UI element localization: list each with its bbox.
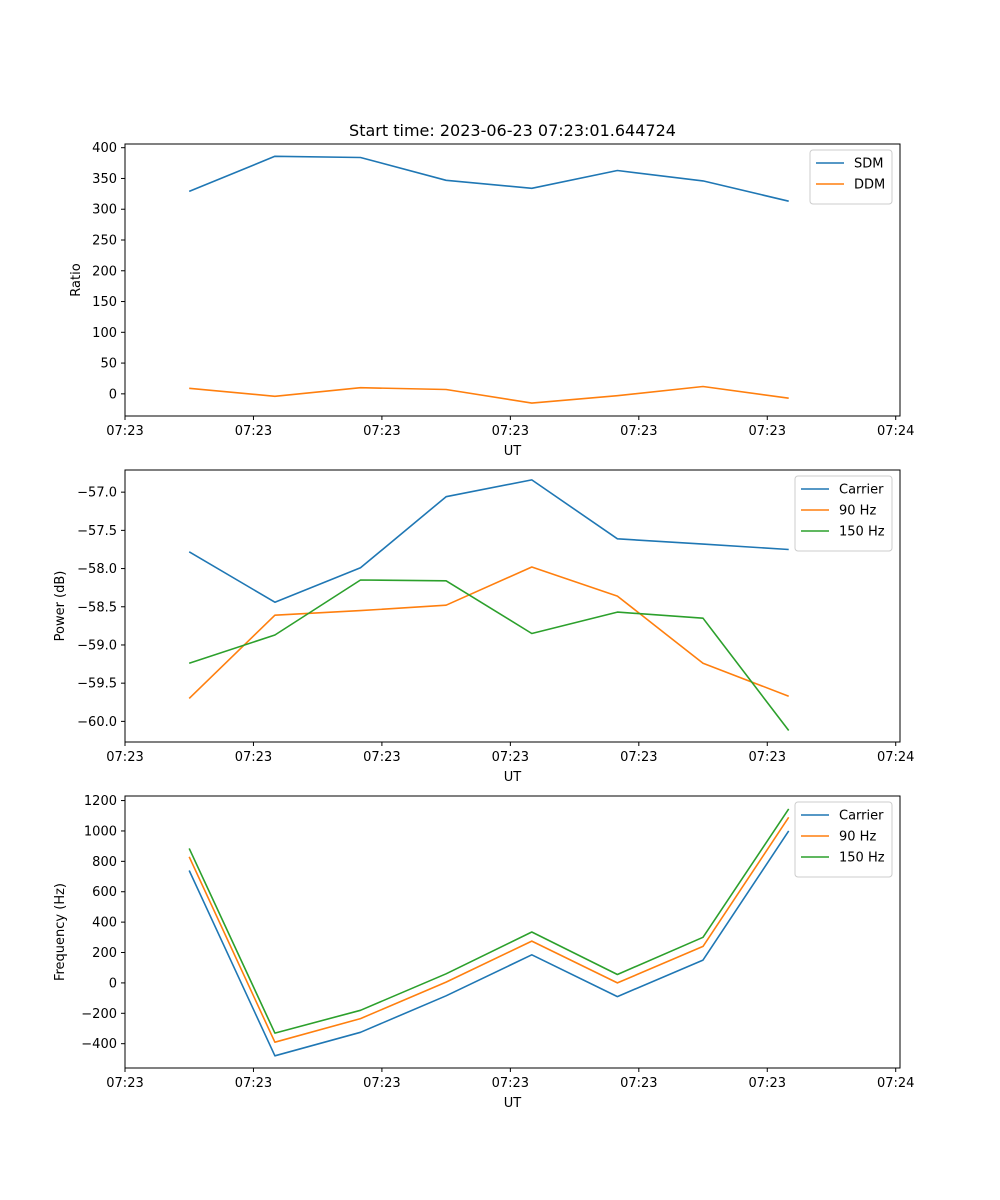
legend-entry: 150 Hz — [839, 851, 885, 866]
x-tick-label: 07:23 — [620, 1076, 657, 1091]
x-tick-label: 07:23 — [363, 1076, 400, 1091]
y-tick-label: −58.0 — [77, 562, 117, 577]
carrier-series-line — [188, 479, 789, 604]
90-hz-series-line — [188, 566, 789, 699]
x-tick-label: 07:24 — [877, 424, 914, 439]
y-tick-label: 200 — [92, 264, 117, 279]
y-axis-label: Frequency (Hz) — [53, 883, 68, 981]
legend-box — [794, 801, 893, 878]
x-tick-label: 07:23 — [492, 424, 529, 439]
y-tick-label: 200 — [92, 946, 117, 961]
y-tick-label: 300 — [92, 203, 117, 218]
legend-entry: 150 Hz — [839, 525, 885, 540]
x-tick-label: 07:23 — [749, 1076, 786, 1091]
legend-entry: Carrier — [839, 483, 884, 498]
x-tick-label: 07:23 — [749, 424, 786, 439]
y-axis-label: Ratio — [69, 263, 84, 296]
x-tick-label: 07:23 — [492, 1076, 529, 1091]
y-tick-label: 0 — [109, 387, 117, 402]
y-tick-label: 800 — [92, 855, 117, 870]
legend-entry: SDM — [854, 157, 883, 172]
x-tick-label: 07:23 — [363, 424, 400, 439]
x-tick-label: 07:23 — [620, 424, 657, 439]
legend: SDM DDM — [809, 149, 893, 205]
y-tick-label: −200 — [81, 1007, 117, 1022]
figure-title: Start time: 2023-06-23 07:23:01.644724 — [349, 121, 676, 140]
y-tick-label: 250 — [92, 234, 117, 249]
carrier-series-line — [188, 830, 790, 1057]
y-tick-label: 350 — [92, 172, 117, 187]
y-tick-label: 0 — [109, 976, 117, 991]
y-tick-label: 1200 — [84, 794, 117, 809]
axes-frame — [124, 143, 901, 417]
x-tick-label: 07:24 — [877, 1076, 914, 1091]
legend-entry: 90 Hz — [839, 504, 876, 519]
x-tick-label: 07:23 — [106, 750, 143, 765]
y-tick-label: 100 — [92, 326, 117, 341]
x-axis-label: UT — [504, 770, 522, 785]
legend-entry: 90 Hz — [839, 830, 876, 845]
90-hz-series-line — [188, 816, 790, 1043]
y-tick-label: 400 — [92, 141, 117, 156]
ratio-panel: 07:23 07:23 07:23 07:23 07:23 07:23 07:24 0 50 10… — [69, 141, 914, 459]
y-tick-label: 1000 — [84, 824, 117, 839]
y-tick-label: −400 — [81, 1037, 117, 1052]
axes-frame — [124, 795, 901, 1069]
x-tick-label: 07:23 — [106, 424, 143, 439]
y-tick-label: 150 — [92, 295, 117, 310]
y-axis-label: Power (dB) — [53, 571, 68, 642]
x-tick-label: 07:23 — [492, 750, 529, 765]
150-hz-series-line — [188, 579, 790, 731]
x-axis-label: UT — [504, 1096, 522, 1111]
x-tick-label: 07:23 — [363, 750, 400, 765]
x-tick-label: 07:24 — [877, 750, 914, 765]
y-tick-label: 400 — [92, 916, 117, 931]
x-tick-label: 07:23 — [235, 424, 272, 439]
x-axis-label: UT — [504, 444, 522, 459]
y-tick-label: −58.5 — [77, 600, 117, 615]
x-tick-label: 07:23 — [749, 750, 786, 765]
x-tick-label: 07:23 — [235, 1076, 272, 1091]
legend-entry: DDM — [854, 178, 885, 193]
sdm-series-line — [188, 155, 789, 202]
legend-entry: Carrier — [839, 809, 884, 824]
y-tick-label: 50 — [100, 357, 117, 372]
x-tick-label: 07:23 — [106, 1076, 143, 1091]
y-tick-label: −57.0 — [77, 486, 117, 501]
y-tick-label: −57.5 — [77, 524, 117, 539]
ddm-series-line — [189, 385, 789, 404]
chart-panels: 07:23 07:23 07:23 07:23 07:23 07:23 07:24 0 50 10… — [53, 141, 914, 1111]
power-panel: 07:23 07:23 07:23 07:23 07:23 07:23 07:24 −60.0… — [53, 469, 914, 785]
legend: Carrier 90 Hz 150 Hz — [794, 801, 893, 878]
150-hz-series-line — [188, 808, 790, 1034]
legend: Carrier 90 Hz 150 Hz — [794, 475, 893, 552]
y-tick-label: 600 — [92, 885, 117, 900]
x-tick-label: 07:23 — [620, 750, 657, 765]
legend-box — [794, 475, 893, 552]
frequency-panel: 07:23 07:23 07:23 07:23 07:23 07:23 07:24 −400 −… — [53, 794, 914, 1111]
axes-frame — [124, 469, 901, 743]
x-tick-label: 07:23 — [235, 750, 272, 765]
y-tick-label: −59.5 — [77, 677, 117, 692]
y-tick-label: −60.0 — [77, 715, 117, 730]
y-tick-label: −59.0 — [77, 638, 117, 653]
